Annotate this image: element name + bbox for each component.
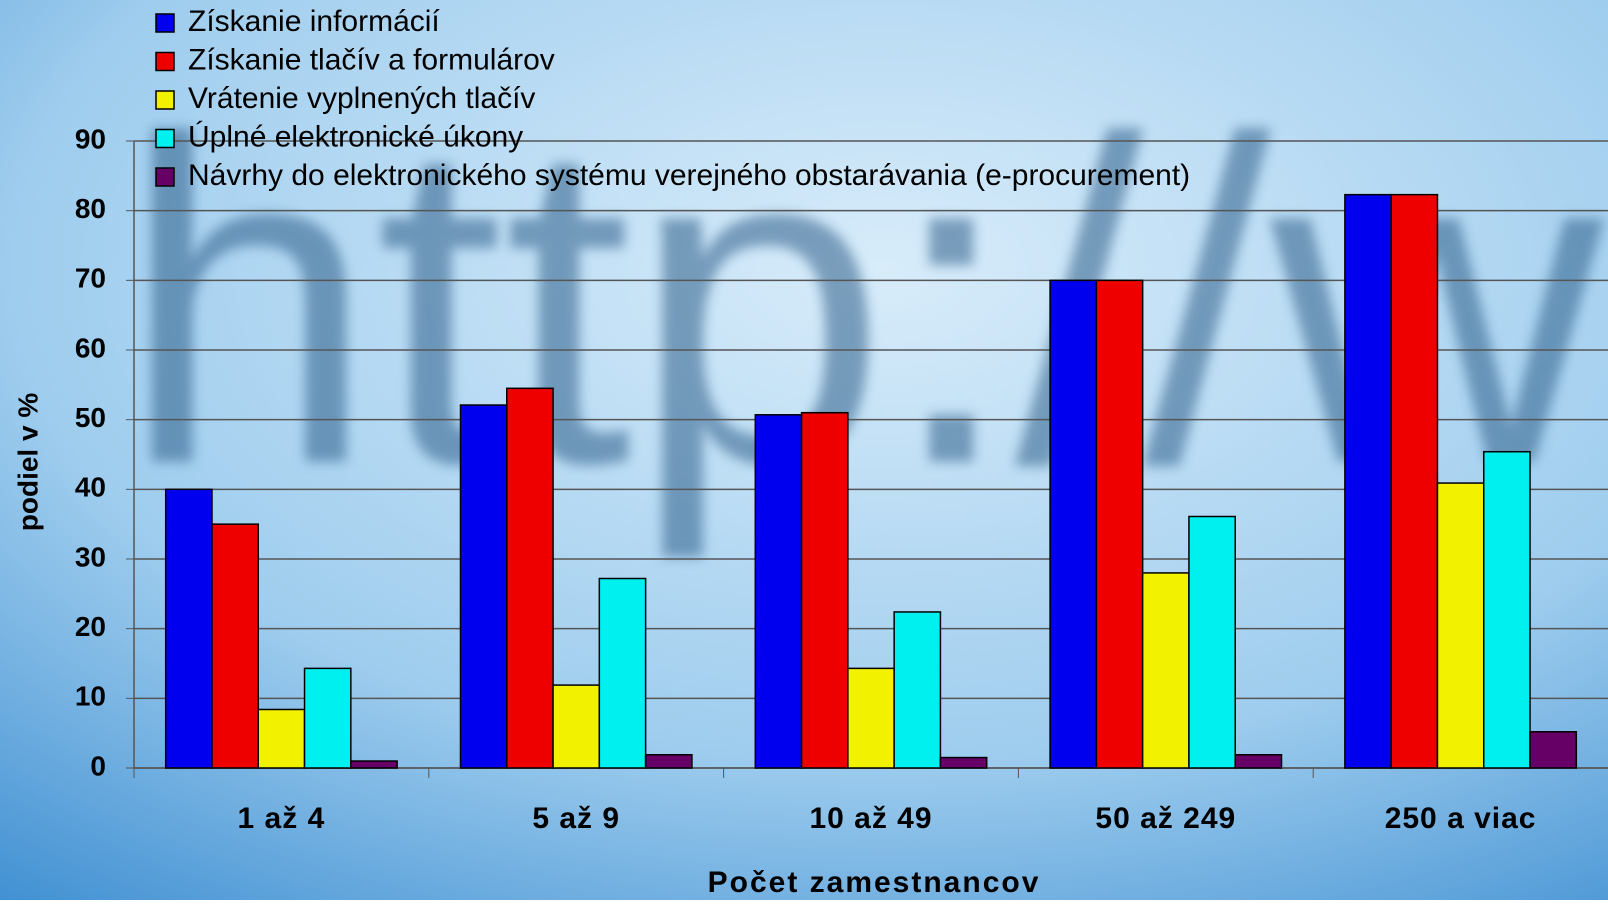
bar xyxy=(644,754,693,769)
bar xyxy=(1436,482,1485,769)
bar xyxy=(939,756,988,769)
y-tick-label: 30 xyxy=(75,541,106,572)
y-tick-label: 50 xyxy=(75,402,106,433)
bar xyxy=(164,488,213,769)
legend-label: Návrhy do elektronického systému verejné… xyxy=(188,159,1190,192)
legend-swatch xyxy=(155,90,175,110)
bar xyxy=(1234,754,1283,769)
y-tick-label: 90 xyxy=(75,123,106,154)
legend-label: Vrátenie vyplnených tlačív xyxy=(188,82,535,115)
bar xyxy=(506,387,554,769)
legend-label: Úplné elektronické úkony xyxy=(188,120,523,153)
y-tick-label: 70 xyxy=(75,263,106,294)
y-tick-label: 20 xyxy=(75,611,106,642)
y-tick-label: 80 xyxy=(75,193,106,224)
legend-swatch xyxy=(155,13,175,33)
y-tick-label: 40 xyxy=(75,472,106,503)
bar xyxy=(350,760,398,769)
x-tick-label: 5 až 9 xyxy=(532,802,620,835)
x-tick-label: 50 až 249 xyxy=(1095,802,1236,835)
bar xyxy=(847,667,895,769)
legend-swatch xyxy=(155,128,175,149)
legend-swatch xyxy=(155,51,175,72)
x-tick-label: 1 až 4 xyxy=(238,802,326,835)
bar xyxy=(1049,279,1098,769)
legend-label: Získanie informácií xyxy=(188,5,440,38)
bar xyxy=(257,708,306,769)
x-tick-label: 10 až 49 xyxy=(809,802,932,835)
bar xyxy=(1095,279,1144,769)
bar xyxy=(1529,731,1578,769)
bar xyxy=(459,404,508,769)
bar xyxy=(893,611,942,769)
bar xyxy=(598,577,647,769)
bar xyxy=(552,684,601,769)
bar xyxy=(1344,193,1392,769)
bar xyxy=(800,411,849,769)
bar xyxy=(754,414,803,769)
bar xyxy=(303,667,352,769)
y-tick-label: 60 xyxy=(75,332,106,363)
x-tick-label: 250 a viac xyxy=(1385,802,1537,835)
bar xyxy=(1482,450,1531,769)
bar xyxy=(211,523,260,769)
bar xyxy=(1188,515,1236,769)
bar xyxy=(1141,572,1190,769)
x-axis-title: Počet zamestnancov xyxy=(708,866,1041,899)
y-axis-title: podiel v % xyxy=(12,393,43,532)
bar xyxy=(1390,193,1439,769)
legend-swatch xyxy=(155,167,175,187)
legend-label: Získanie tlačív a formulárov xyxy=(188,43,555,76)
y-tick-label: 0 xyxy=(90,750,106,781)
y-tick-label: 10 xyxy=(75,681,106,712)
